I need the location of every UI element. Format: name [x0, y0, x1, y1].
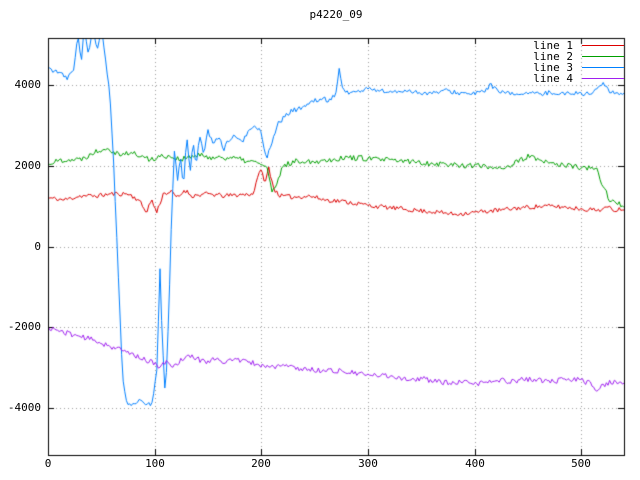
legend: line 1 line 2 line 3 line 4 — [533, 40, 624, 84]
y-tick-label: 2000 — [14, 159, 42, 172]
legend-entry: line 2 — [533, 51, 624, 62]
chart-title: p4220_09 — [309, 8, 363, 21]
legend-line-sample — [582, 56, 624, 57]
legend-entry: line 4 — [533, 73, 624, 84]
legend-label: line 2 — [533, 50, 573, 63]
y-tick-label: -4000 — [7, 401, 41, 414]
y-tick-label: 0 — [34, 240, 41, 253]
x-tick-label: 0 — [44, 457, 52, 470]
x-tick-label: 200 — [251, 457, 271, 470]
x-tick-label: 100 — [145, 457, 165, 470]
legend-entry: line 3 — [533, 62, 624, 73]
y-tick-label: -2000 — [7, 320, 41, 333]
x-tick-label: 300 — [358, 457, 378, 470]
legend-label: line 1 — [533, 39, 573, 52]
legend-label: line 4 — [533, 72, 573, 85]
legend-entry: line 1 — [533, 40, 624, 51]
legend-line-sample — [582, 45, 624, 46]
legend-label: line 3 — [533, 61, 573, 74]
legend-line-sample — [582, 78, 624, 79]
x-tick-label: 500 — [571, 457, 591, 470]
x-tick-label: 400 — [465, 457, 485, 470]
legend-line-sample — [582, 67, 624, 68]
y-tick-label: 4000 — [14, 78, 42, 91]
